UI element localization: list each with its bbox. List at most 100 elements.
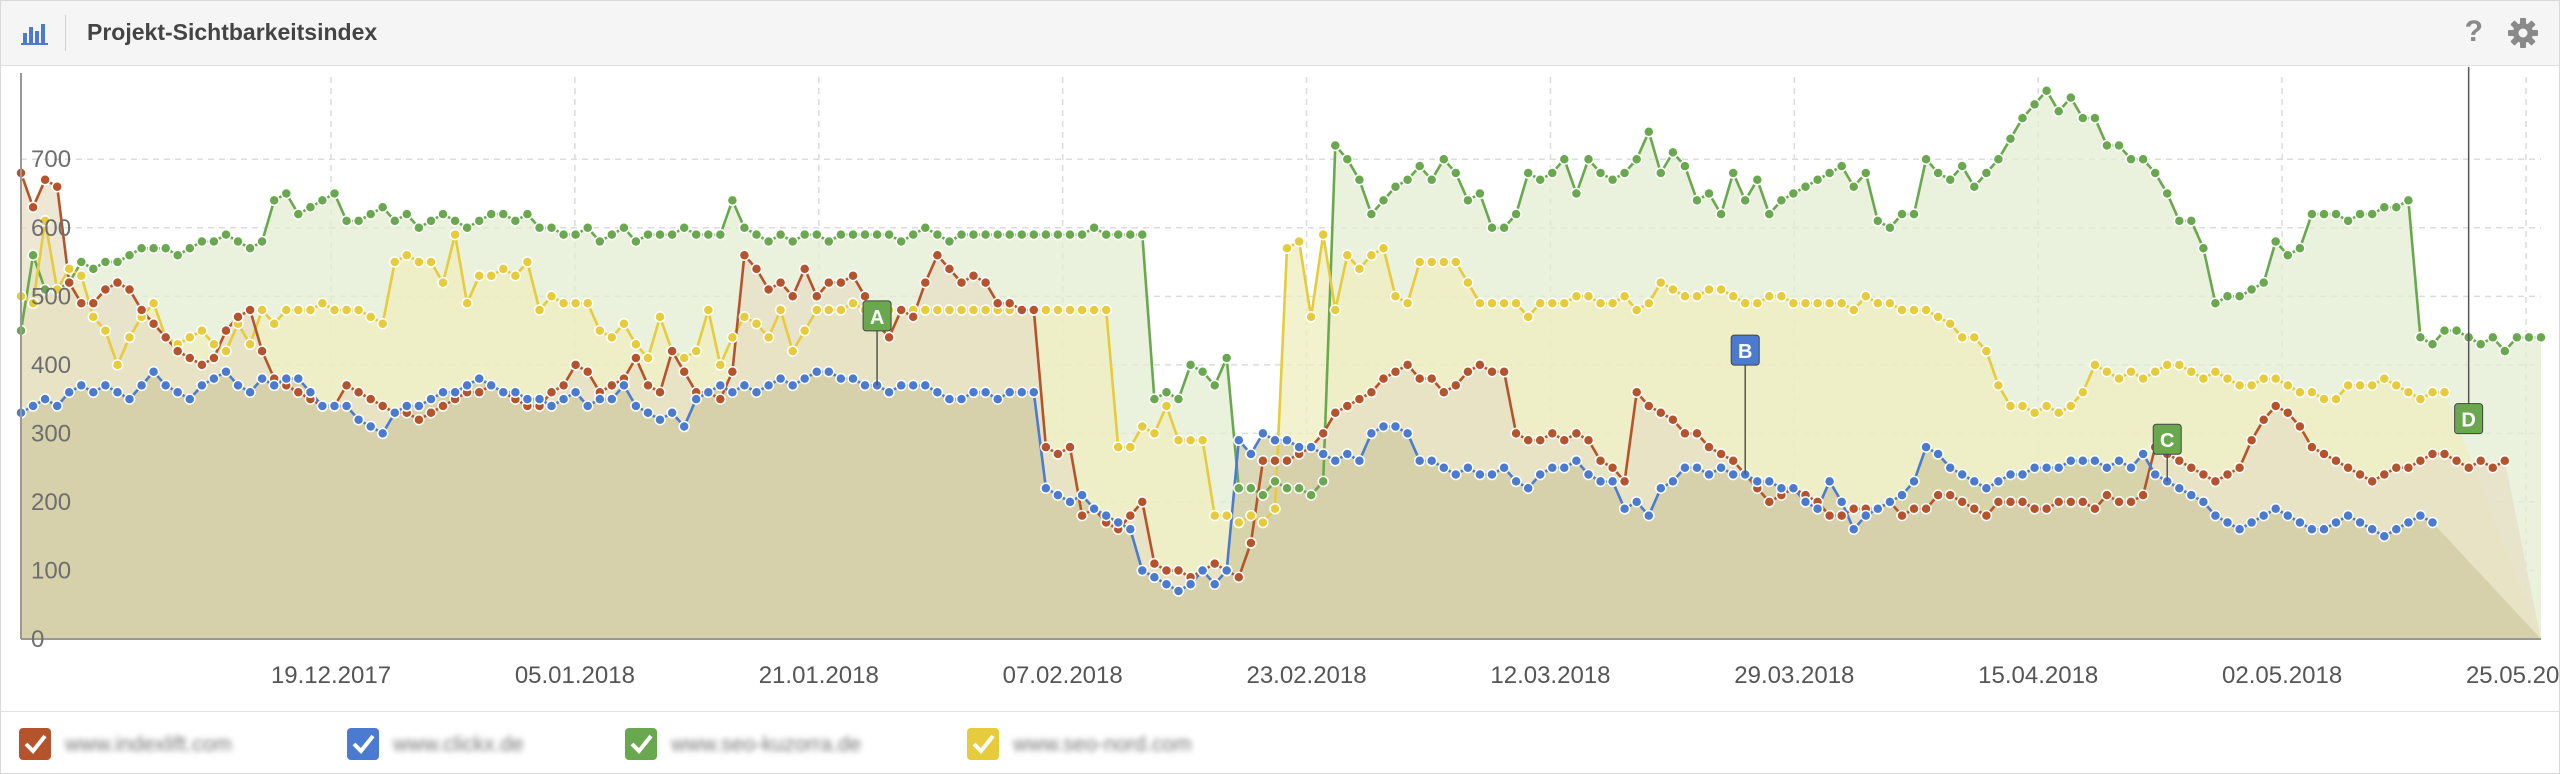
data-point xyxy=(1486,222,1498,234)
data-point xyxy=(2137,489,2149,501)
data-point xyxy=(1534,468,1546,481)
data-point xyxy=(1160,578,1173,590)
data-point xyxy=(690,393,702,405)
legend-checkbox[interactable] xyxy=(347,728,379,760)
legend-checkbox[interactable] xyxy=(625,728,657,760)
gear-icon[interactable] xyxy=(2507,17,2539,49)
data-point xyxy=(2125,461,2137,474)
data-point xyxy=(823,276,835,289)
data-point xyxy=(630,235,642,248)
data-point xyxy=(1172,564,1185,577)
data-point xyxy=(1811,174,1824,186)
data-point xyxy=(268,194,280,207)
data-point xyxy=(2028,407,2041,419)
data-point xyxy=(1655,167,1667,179)
checkmark-icon xyxy=(972,734,995,754)
data-point xyxy=(2282,249,2294,261)
data-point xyxy=(762,379,775,392)
data-point xyxy=(1558,153,1571,165)
data-point xyxy=(208,235,220,248)
data-point xyxy=(2402,386,2415,399)
data-point xyxy=(823,304,835,316)
data-point xyxy=(895,235,907,248)
data-point xyxy=(2245,434,2258,446)
data-point xyxy=(1944,317,1956,330)
data-point xyxy=(1872,503,1884,515)
data-point xyxy=(304,304,317,316)
legend-checkbox[interactable] xyxy=(19,728,51,760)
data-point xyxy=(99,256,112,268)
data-point xyxy=(1305,489,1317,501)
data-point xyxy=(2004,496,2017,508)
data-point xyxy=(2330,393,2342,405)
data-point xyxy=(1691,427,1703,440)
data-point xyxy=(1703,187,1715,200)
data-point xyxy=(2137,153,2149,165)
data-point xyxy=(449,215,461,227)
data-point xyxy=(642,352,654,364)
data-point xyxy=(1968,180,1981,193)
data-point xyxy=(1413,256,1426,268)
data-point xyxy=(991,297,1004,309)
data-point xyxy=(2101,365,2113,378)
data-point xyxy=(521,393,534,405)
data-point xyxy=(244,304,256,316)
data-point xyxy=(2366,475,2378,488)
data-point xyxy=(847,297,859,309)
data-point xyxy=(1522,311,1534,323)
data-point xyxy=(1823,509,1836,522)
data-point xyxy=(1088,304,1100,316)
data-point xyxy=(1196,365,1209,378)
data-point xyxy=(1884,297,1896,309)
data-point xyxy=(2390,379,2403,392)
data-point xyxy=(461,222,473,234)
data-point xyxy=(2450,455,2463,467)
data-point xyxy=(1413,372,1426,385)
data-point xyxy=(1208,379,1221,392)
data-point xyxy=(979,386,992,399)
data-point xyxy=(1715,283,1727,296)
data-point xyxy=(2004,400,2017,412)
legend-checkbox[interactable] xyxy=(967,728,999,760)
data-point xyxy=(545,386,558,399)
data-point xyxy=(39,393,51,405)
data-point xyxy=(1438,461,1450,474)
data-point xyxy=(87,263,100,275)
data-point xyxy=(1003,386,1016,399)
data-point xyxy=(2330,455,2342,467)
data-point xyxy=(2125,496,2137,508)
data-point xyxy=(1329,455,1342,467)
data-point xyxy=(449,386,461,399)
data-point xyxy=(2137,372,2149,385)
data-point xyxy=(1172,585,1185,597)
data-point xyxy=(1184,434,1197,446)
data-point xyxy=(135,242,148,255)
data-point xyxy=(931,386,944,399)
data-point xyxy=(27,400,39,412)
data-point xyxy=(1679,427,1691,440)
data-point xyxy=(196,379,208,392)
data-point xyxy=(1630,386,1643,399)
data-point xyxy=(1450,256,1462,268)
data-point xyxy=(1462,365,1474,378)
data-point xyxy=(497,386,510,399)
data-point xyxy=(2354,468,2366,481)
data-point xyxy=(2065,455,2077,467)
data-point xyxy=(1148,557,1161,570)
data-point xyxy=(2149,468,2161,481)
data-point xyxy=(1353,455,1366,467)
data-point xyxy=(907,228,919,241)
data-point xyxy=(2040,461,2053,474)
data-point xyxy=(2221,468,2234,481)
help-icon[interactable]: ? xyxy=(2464,15,2483,48)
data-point xyxy=(2402,194,2415,207)
data-point xyxy=(1317,228,1329,241)
data-point xyxy=(991,228,1004,241)
data-point xyxy=(581,297,594,309)
data-point xyxy=(1667,283,1679,296)
data-point xyxy=(2077,455,2089,467)
data-point xyxy=(2173,215,2186,227)
data-point xyxy=(1124,509,1137,522)
data-point xyxy=(1570,290,1583,303)
